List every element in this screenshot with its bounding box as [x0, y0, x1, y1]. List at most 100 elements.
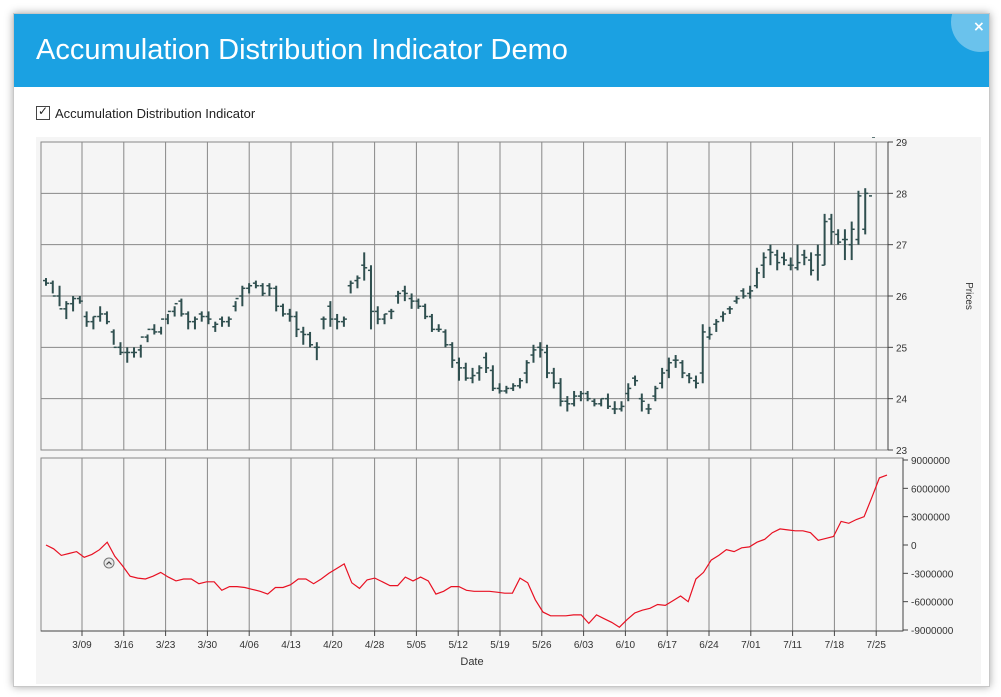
close-button[interactable]: ×: [951, 14, 989, 52]
x-axis-label: Date: [460, 656, 483, 668]
ohlc-bar: [191, 316, 198, 330]
ohlc-bar: [103, 311, 110, 325]
price-y-tick-label: 23: [896, 446, 908, 457]
dialog-window: Accumulation Distribution Indicator Demo…: [13, 13, 990, 687]
ohlc-bar: [618, 401, 625, 412]
ohlc-bar: [740, 288, 747, 299]
ohlc-bar: [374, 306, 381, 325]
ohlc-bar: [367, 265, 374, 330]
collapse-button-circle: [103, 557, 115, 569]
ohlc-bar: [577, 390, 584, 402]
price-y-tick-label: 28: [896, 189, 908, 200]
ohlc-bar: [503, 385, 510, 394]
x-axis-tick-label: 7/18: [825, 640, 845, 651]
ohlc-bar: [632, 375, 639, 386]
ohlc-bar: [510, 383, 517, 391]
ohlc-bar: [557, 378, 564, 407]
ohlc-bar: [313, 342, 320, 361]
ohlc-bar: [422, 303, 429, 320]
ohlc-bar: [340, 316, 347, 327]
ohlc-bar: [537, 342, 544, 358]
ohlc-bar: [665, 357, 672, 379]
ohlc-bar: [76, 296, 83, 304]
ohlc-bar: [855, 190, 862, 245]
ohlc-bar: [388, 308, 395, 320]
ohlc-bar: [638, 393, 645, 412]
price-y-tick-label: 24: [896, 395, 908, 406]
ohlc-bar: [848, 221, 855, 261]
ohlc-bar: [131, 347, 138, 358]
ohlc-bar: [83, 311, 90, 327]
ohlc-bar: [381, 313, 388, 325]
indicator-checkbox[interactable]: ✓: [36, 104, 50, 120]
window-title: Accumulation Distribution Indicator Demo: [36, 34, 568, 66]
ohlc-bar: [598, 397, 605, 407]
ohlc-bar: [787, 257, 794, 271]
ohlc-bar: [801, 249, 808, 266]
ohlc-bar: [733, 296, 740, 304]
ohlc-bar: [483, 352, 490, 373]
ohlc-bar: [564, 396, 571, 412]
x-axis-tick-label: 3/30: [198, 640, 218, 651]
x-axis-tick-label: 5/26: [532, 640, 552, 651]
ohlc-bar: [835, 229, 842, 245]
ohlc-bar: [780, 252, 787, 266]
ohlc-bars: [43, 136, 875, 415]
ohlc-bar: [828, 213, 835, 245]
chart-area: 23 24 25 26 27 28 29 Prices 9000000 6000000 300000…: [36, 136, 981, 684]
ohlc-bar: [686, 373, 693, 384]
ohlc-bar: [178, 298, 185, 317]
ohlc-bar: [747, 285, 754, 299]
ohlc-bar: [530, 344, 537, 363]
title-bar: Accumulation Distribution Indicator Demo…: [14, 14, 989, 87]
ohlc-bar: [862, 188, 869, 235]
ohlc-bar: [476, 365, 483, 381]
ohlc-bar: [124, 347, 131, 363]
indicator-y-tick-label: 6000000: [911, 484, 950, 495]
ohlc-bar: [70, 296, 77, 312]
indicator-y-tick-label: -9000000: [911, 626, 954, 637]
ohlc-bar: [523, 360, 530, 384]
ohlc-bar: [841, 229, 848, 261]
ohlc-bar: [354, 275, 361, 289]
ohlc-bar: [63, 301, 70, 320]
ohlc-bar: [726, 306, 733, 314]
ohlc-bar: [469, 367, 476, 384]
ohlc-bar: [794, 244, 801, 271]
indicator-checkbox-row[interactable]: ✓ Accumulation Distribution Indicator: [36, 104, 255, 121]
ohlc-bar: [821, 213, 828, 266]
ohlc-bar: [43, 278, 49, 286]
x-axis-tick-label: 6/17: [657, 640, 677, 651]
x-axis-tick-label: 5/05: [407, 640, 427, 651]
ohlc-bar: [225, 316, 232, 327]
x-axis-tick-label: 7/25: [866, 640, 886, 651]
chevron-up-icon: [106, 561, 112, 565]
ohlc-bar: [327, 301, 334, 327]
ohlc-bar: [753, 267, 760, 289]
ohlc-bar: [415, 298, 422, 309]
ohlc-bar: [205, 311, 212, 325]
price-gridlines: [41, 141, 888, 451]
ohlc-bar: [401, 285, 408, 302]
price-y-tick-label: 27: [896, 241, 908, 252]
ohlc-bar: [279, 303, 286, 317]
ohlc-bar: [151, 324, 158, 335]
check-icon: ✓: [38, 104, 49, 118]
ohlc-bar: [395, 290, 402, 304]
ohlc-bar: [645, 403, 652, 415]
ohlc-bar: [591, 398, 598, 407]
collapse-button[interactable]: [103, 557, 115, 569]
ohlc-bar: [428, 313, 435, 332]
ohlc-bar: [158, 318, 165, 335]
ohlc-bar: [347, 280, 354, 294]
ohlc-bar: [49, 280, 56, 297]
ohlc-bar: [246, 283, 253, 294]
indicator-y-tick-label: -6000000: [911, 598, 954, 609]
indicator-plot-area: [40, 457, 904, 632]
ohlc-bar: [144, 328, 151, 343]
ohlc-bar: [56, 285, 63, 310]
ohlc-bar: [293, 311, 300, 338]
x-axis-tick-label: 4/28: [365, 640, 385, 651]
ohlc-bar: [692, 375, 699, 389]
ohlc-bar: [435, 324, 442, 332]
